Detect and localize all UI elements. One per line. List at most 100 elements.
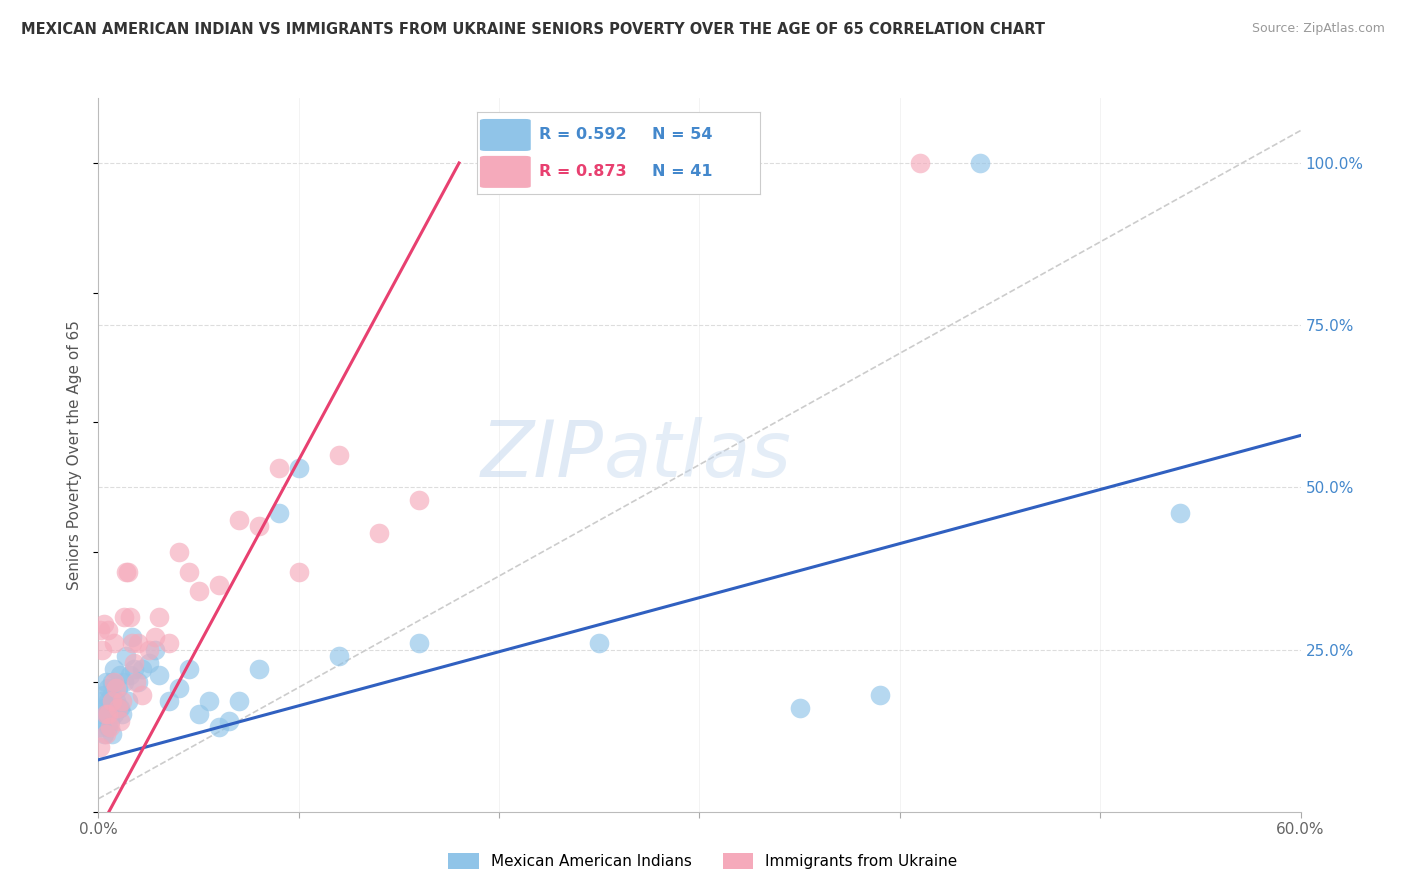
Point xyxy=(157,636,180,650)
Point xyxy=(105,694,128,708)
Point xyxy=(128,636,150,650)
Point xyxy=(167,545,190,559)
Point xyxy=(869,688,891,702)
Point xyxy=(328,648,350,663)
Point xyxy=(408,636,430,650)
Point xyxy=(96,675,118,690)
Point xyxy=(93,688,115,702)
Point xyxy=(208,720,231,734)
Point xyxy=(121,636,143,650)
Point xyxy=(101,727,124,741)
Point xyxy=(111,694,134,708)
Point xyxy=(117,565,139,579)
Point xyxy=(148,668,170,682)
Point xyxy=(143,642,166,657)
Point xyxy=(89,707,111,722)
Point xyxy=(148,610,170,624)
Text: MEXICAN AMERICAN INDIAN VS IMMIGRANTS FROM UKRAINE SENIORS POVERTY OVER THE AGE : MEXICAN AMERICAN INDIAN VS IMMIGRANTS FR… xyxy=(21,22,1045,37)
Point xyxy=(93,616,115,631)
Point xyxy=(96,707,118,722)
Point xyxy=(89,720,111,734)
Point xyxy=(110,701,132,715)
Text: N = 54: N = 54 xyxy=(652,127,713,142)
Text: ZIP: ZIP xyxy=(481,417,603,493)
Point xyxy=(177,662,200,676)
Point xyxy=(789,701,811,715)
Point xyxy=(121,630,143,644)
Point xyxy=(91,714,114,728)
Point xyxy=(89,623,111,637)
Point xyxy=(588,636,610,650)
Point xyxy=(96,707,118,722)
Point xyxy=(100,720,122,734)
Point xyxy=(247,662,270,676)
Point xyxy=(120,610,142,624)
Point xyxy=(1170,506,1192,520)
Point xyxy=(110,714,132,728)
Point xyxy=(208,577,231,591)
Text: Source: ZipAtlas.com: Source: ZipAtlas.com xyxy=(1251,22,1385,36)
Point xyxy=(267,461,290,475)
Point xyxy=(103,707,125,722)
Point xyxy=(93,727,115,741)
Point xyxy=(187,707,209,722)
Point xyxy=(114,610,136,624)
Point xyxy=(117,694,139,708)
Point xyxy=(111,707,134,722)
Point xyxy=(115,565,138,579)
Point xyxy=(267,506,290,520)
Text: R = 0.873: R = 0.873 xyxy=(540,164,627,179)
Legend: Mexican American Indians, Immigrants from Ukraine: Mexican American Indians, Immigrants fro… xyxy=(443,847,963,875)
Point xyxy=(103,675,125,690)
Point xyxy=(124,656,146,670)
Text: R = 0.592: R = 0.592 xyxy=(540,127,627,142)
Point xyxy=(103,636,125,650)
Point xyxy=(228,513,250,527)
Point xyxy=(114,675,136,690)
Point xyxy=(107,701,129,715)
Point xyxy=(177,565,200,579)
Point xyxy=(97,720,120,734)
Point xyxy=(91,694,114,708)
Point xyxy=(157,694,180,708)
Point xyxy=(120,668,142,682)
Point xyxy=(368,525,391,540)
Point xyxy=(89,739,111,754)
Point xyxy=(247,519,270,533)
Point xyxy=(908,156,931,170)
Point xyxy=(288,565,311,579)
Point xyxy=(187,584,209,599)
FancyBboxPatch shape xyxy=(479,156,531,188)
Point xyxy=(97,623,120,637)
Point xyxy=(107,681,129,696)
Point xyxy=(138,642,160,657)
Point xyxy=(167,681,190,696)
Point xyxy=(969,156,991,170)
Point xyxy=(97,694,120,708)
FancyBboxPatch shape xyxy=(479,119,531,151)
Point xyxy=(110,668,132,682)
Point xyxy=(197,694,219,708)
Point xyxy=(103,662,125,676)
Text: atlas: atlas xyxy=(603,417,792,493)
Point xyxy=(91,642,114,657)
Point xyxy=(93,701,115,715)
Point xyxy=(100,701,122,715)
Text: N = 41: N = 41 xyxy=(652,164,713,179)
Point xyxy=(228,694,250,708)
Point xyxy=(131,688,153,702)
Point xyxy=(408,493,430,508)
Point xyxy=(97,707,120,722)
Point xyxy=(115,648,138,663)
Y-axis label: Seniors Poverty Over the Age of 65: Seniors Poverty Over the Age of 65 xyxy=(67,320,83,590)
Point xyxy=(138,656,160,670)
Point xyxy=(288,461,311,475)
Point xyxy=(101,675,124,690)
Point xyxy=(107,701,129,715)
Point xyxy=(105,681,128,696)
Point xyxy=(100,714,122,728)
Point xyxy=(124,662,146,676)
Point xyxy=(143,630,166,644)
Point xyxy=(125,675,148,690)
Point xyxy=(131,662,153,676)
